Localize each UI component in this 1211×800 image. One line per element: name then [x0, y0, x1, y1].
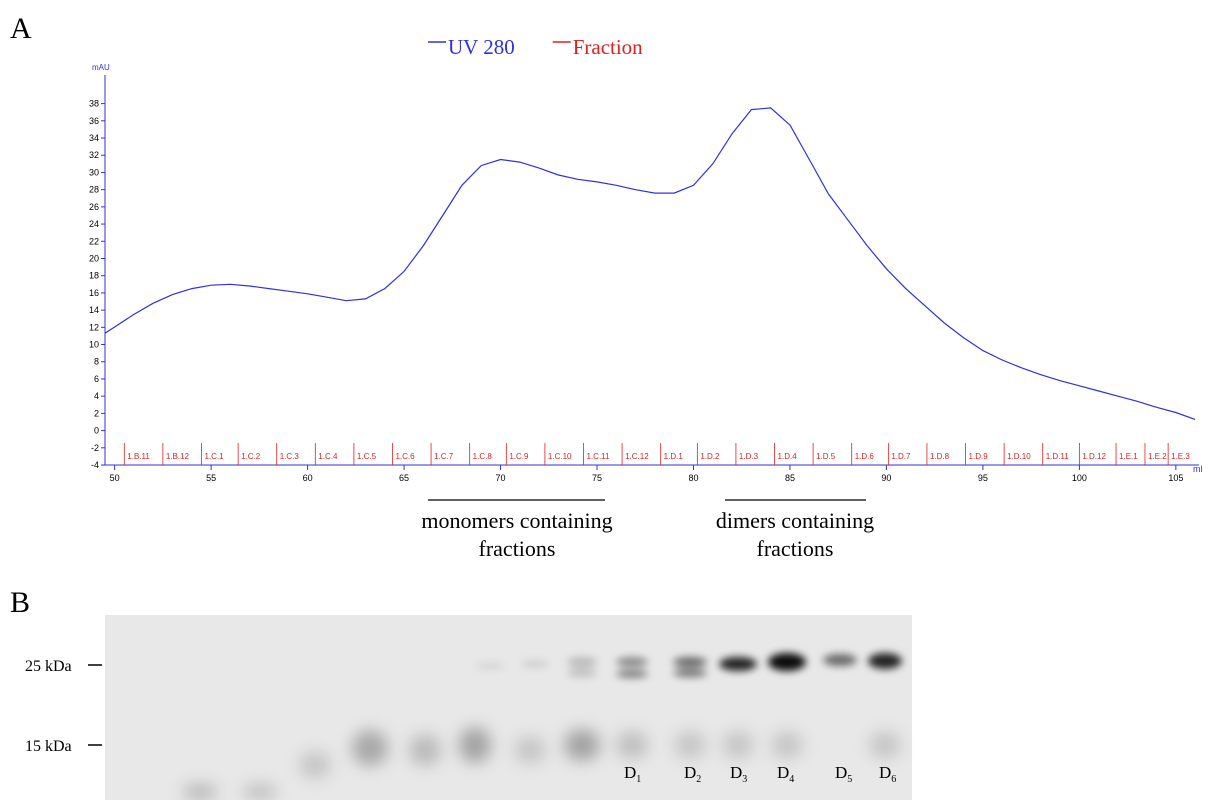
lane-subscript: 6	[891, 774, 896, 785]
y-tick-label: 24	[89, 219, 99, 229]
y-tick-label: 8	[94, 357, 99, 367]
fraction-label: 1.C.4	[318, 452, 338, 461]
fraction-label: 1.D.9	[969, 452, 989, 461]
panel-label: A	[10, 12, 32, 45]
fraction-label: 1.D.1	[664, 452, 684, 461]
lane-subscript: 3	[742, 774, 747, 785]
lane-subscript: 2	[696, 774, 701, 785]
panel-label: B	[10, 586, 30, 619]
y-tick-label: 26	[89, 202, 99, 212]
fraction-label: 1.D.6	[855, 452, 875, 461]
y-tick-label: 18	[89, 271, 99, 281]
fraction-label: 1.C.5	[357, 452, 377, 461]
fraction-label: 1.D.8	[930, 452, 950, 461]
x-tick-label: 85	[785, 473, 795, 483]
y-tick-label: 30	[89, 167, 99, 177]
gel-image	[105, 615, 912, 800]
marker-label: 15 kDa	[25, 738, 72, 755]
fraction-label: 1.C.8	[473, 452, 493, 461]
x-tick-label: 55	[206, 473, 216, 483]
x-tick-label: 90	[881, 473, 891, 483]
lane-subscript: 4	[789, 774, 794, 785]
fraction-label: 1.C.1	[204, 452, 224, 461]
fraction-label: 1.B.12	[166, 452, 190, 461]
y-tick-label: 36	[89, 116, 99, 126]
x-tick-label: 50	[110, 473, 120, 483]
lane-letter: D	[730, 763, 742, 782]
annotation: monomers containing	[421, 508, 612, 533]
lane-letter: D	[879, 763, 891, 782]
fraction-label: 1.C.10	[548, 452, 572, 461]
annotation: fractions	[757, 536, 834, 561]
y-tick-label: 4	[94, 391, 99, 401]
fraction-label: 1.E.3	[1171, 452, 1190, 461]
fraction-label: 1.C.7	[434, 452, 454, 461]
x-tick-label: 75	[592, 473, 602, 483]
y-tick-label: 2	[94, 408, 99, 418]
fraction-label: 1.D.3	[739, 452, 759, 461]
y-tick-label: 28	[89, 185, 99, 195]
uv-line	[105, 108, 1195, 420]
fraction-label: 1.C.12	[625, 452, 649, 461]
x-tick-label: 60	[303, 473, 313, 483]
y-tick-label: -4	[91, 460, 99, 470]
x-tick-label: 105	[1168, 473, 1183, 483]
fraction-label: 1.D.4	[778, 452, 798, 461]
lane-subscript: 5	[847, 774, 852, 785]
lane-subscript: 1	[636, 774, 641, 785]
fraction-label: 1.B.11	[127, 452, 150, 461]
y-tick-label: 10	[89, 340, 99, 350]
annotation: dimers containing	[716, 508, 874, 533]
fraction-label: 1.D.11	[1046, 452, 1070, 461]
y-tick-label: 14	[89, 305, 99, 315]
y-axis-label: mAU	[92, 63, 110, 72]
lane-letter: D	[777, 763, 789, 782]
fraction-label: 1.C.11	[587, 452, 611, 461]
fraction-label: 1.D.10	[1007, 452, 1031, 461]
fraction-label: 1.C.6	[395, 452, 415, 461]
fraction-label: 1.D.12	[1082, 452, 1106, 461]
legend-label: Fraction	[573, 35, 643, 59]
marker-label: 25 kDa	[25, 658, 72, 675]
legend-label: UV 280	[448, 35, 515, 59]
lane-letter: D	[835, 763, 847, 782]
lane-letter: D	[624, 763, 636, 782]
x-tick-label: 95	[978, 473, 988, 483]
fraction-label: 1.C.9	[509, 452, 529, 461]
y-tick-label: 16	[89, 288, 99, 298]
annotation: fractions	[479, 536, 556, 561]
x-axis-unit: ml	[1193, 464, 1203, 474]
y-tick-label: 34	[89, 133, 99, 143]
x-tick-label: 80	[688, 473, 698, 483]
y-tick-label: 32	[89, 150, 99, 160]
figure: A B mAU monomers containing fractions di…	[0, 0, 1211, 800]
y-tick-label: 22	[89, 236, 99, 246]
fraction-label: 1.D.5	[816, 452, 836, 461]
x-tick-label: 70	[496, 473, 506, 483]
y-tick-label: 20	[89, 253, 99, 263]
y-tick-label: 0	[94, 426, 99, 436]
y-tick-label: 38	[89, 99, 99, 109]
y-tick-label: 6	[94, 374, 99, 384]
fraction-label: 1.E.2	[1148, 452, 1167, 461]
lane-letter: D	[684, 763, 696, 782]
fraction-label: 1.D.7	[891, 452, 911, 461]
x-tick-label: 65	[399, 473, 409, 483]
fraction-label: 1.C.2	[241, 452, 261, 461]
y-tick-label: 12	[89, 322, 99, 332]
fraction-label: 1.D.2	[700, 452, 720, 461]
fraction-label: 1.E.1	[1119, 452, 1138, 461]
fraction-label: 1.C.3	[280, 452, 300, 461]
x-tick-label: 100	[1072, 473, 1087, 483]
page: {"panels": ["A", "B"], "chart_data": {"t…	[0, 0, 1211, 800]
y-tick-label: -2	[91, 443, 99, 453]
